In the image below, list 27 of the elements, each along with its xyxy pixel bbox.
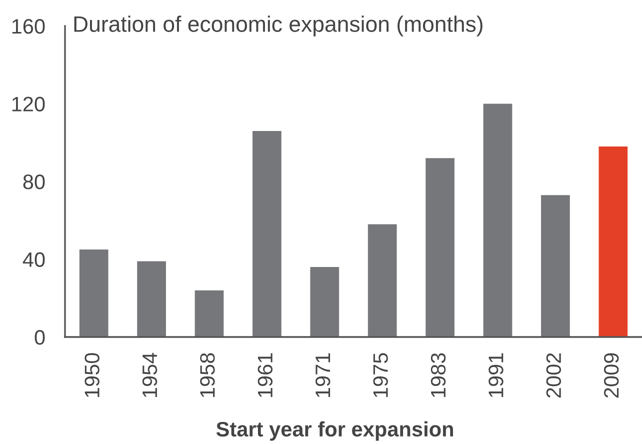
x-tick-label: 1954 — [142, 352, 158, 398]
bar — [194, 290, 224, 337]
y-tick-label: 80 — [23, 174, 45, 190]
x-axis-title: Start year for expansion — [216, 421, 454, 441]
bar — [598, 146, 628, 337]
x-tick-label: 1991 — [488, 353, 504, 398]
bar — [483, 104, 512, 337]
bar — [252, 130, 282, 337]
y-tick-label: 0 — [34, 330, 45, 345]
bar — [368, 224, 397, 337]
bar — [426, 158, 454, 337]
y-tick-label: 40 — [22, 252, 45, 268]
x-tick-label: 2009 — [604, 353, 619, 398]
bar — [541, 195, 570, 337]
y-axis-title: Duration of economic expansion (months) — [74, 16, 482, 36]
y-tick-label: 120 — [12, 96, 45, 112]
bar — [137, 261, 166, 337]
x-tick-label: 1961 — [258, 353, 273, 398]
bar — [79, 250, 108, 337]
x-tick-label: 1975 — [373, 353, 388, 398]
y-tick-label: 160 — [12, 19, 45, 34]
x-tick-label: 1958 — [200, 353, 215, 398]
x-tick-label: 2002 — [546, 353, 562, 398]
bar — [310, 267, 340, 337]
x-tick-label: 1950 — [84, 353, 100, 398]
x-tick-label: 1971 — [315, 353, 330, 398]
x-tick-label: 1983 — [430, 353, 446, 398]
